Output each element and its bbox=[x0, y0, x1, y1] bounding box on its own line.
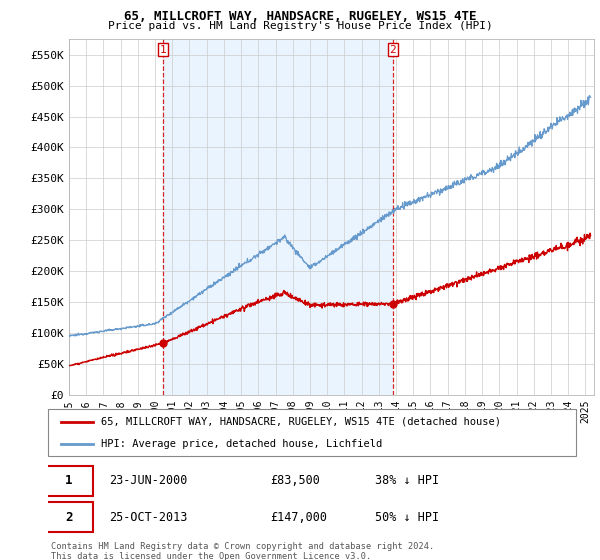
Text: 1: 1 bbox=[160, 45, 167, 54]
Text: 2: 2 bbox=[389, 45, 397, 54]
FancyBboxPatch shape bbox=[46, 502, 93, 533]
Text: 1: 1 bbox=[65, 474, 73, 487]
FancyBboxPatch shape bbox=[48, 409, 576, 456]
Bar bbox=[163, 39, 393, 395]
Text: 23-JUN-2000: 23-JUN-2000 bbox=[109, 474, 187, 487]
FancyBboxPatch shape bbox=[46, 466, 93, 496]
Text: 50% ↓ HPI: 50% ↓ HPI bbox=[376, 511, 439, 524]
Text: 65, MILLCROFT WAY, HANDSACRE, RUGELEY, WS15 4TE (detached house): 65, MILLCROFT WAY, HANDSACRE, RUGELEY, W… bbox=[101, 417, 501, 427]
Text: 65, MILLCROFT WAY, HANDSACRE, RUGELEY, WS15 4TE: 65, MILLCROFT WAY, HANDSACRE, RUGELEY, W… bbox=[124, 10, 476, 22]
Text: Price paid vs. HM Land Registry's House Price Index (HPI): Price paid vs. HM Land Registry's House … bbox=[107, 21, 493, 31]
Text: 38% ↓ HPI: 38% ↓ HPI bbox=[376, 474, 439, 487]
Text: 25-OCT-2013: 25-OCT-2013 bbox=[109, 511, 187, 524]
Text: £147,000: £147,000 bbox=[270, 511, 327, 524]
Text: 2: 2 bbox=[65, 511, 73, 524]
Text: Contains HM Land Registry data © Crown copyright and database right 2024.
This d: Contains HM Land Registry data © Crown c… bbox=[51, 542, 434, 560]
Text: HPI: Average price, detached house, Lichfield: HPI: Average price, detached house, Lich… bbox=[101, 438, 382, 449]
Text: £83,500: £83,500 bbox=[270, 474, 320, 487]
